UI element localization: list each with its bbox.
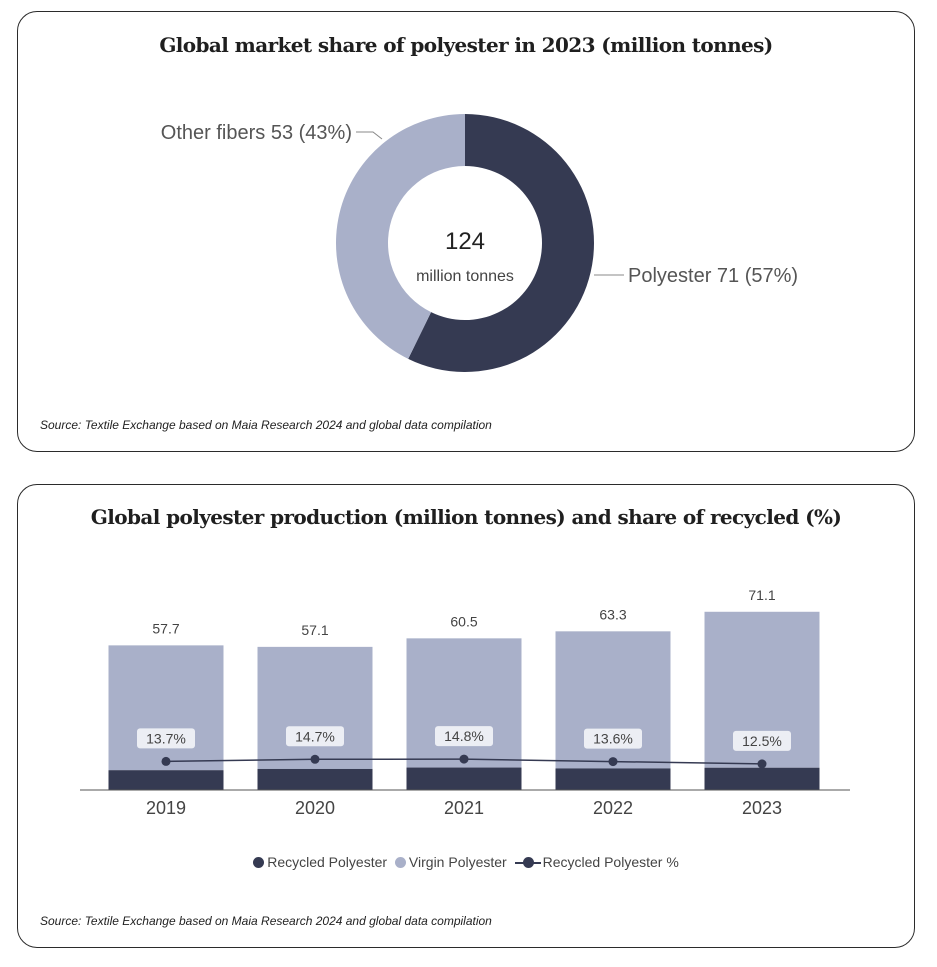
bar-total-label-2019: 57.7 — [152, 620, 179, 636]
recycled-pct-label-bg-2019 — [137, 728, 195, 749]
legend-virgin-swatch — [394, 856, 406, 868]
market-share-panel: Global market share of polyester in 2023… — [17, 11, 915, 452]
bar-recycled-2020 — [257, 768, 373, 790]
bar-recycled-2022 — [555, 768, 671, 790]
recycled-pct-label-2020: 14.7% — [295, 728, 335, 744]
donut-slice-other-fibers — [336, 114, 465, 359]
recycled-pct-label-bg-2023 — [733, 730, 791, 751]
legend-recycled-pct-label: Recycled Polyester % — [542, 854, 679, 870]
recycled-pct-label-bg-2021 — [435, 726, 493, 747]
bar-chart-legend: Recycled Polyester Virgin Polyester Recy… — [18, 854, 914, 871]
recycled-pct-label-2021: 14.8% — [444, 728, 484, 744]
bar-virgin-2020 — [257, 646, 373, 769]
bar-recycled-2021 — [406, 767, 522, 790]
legend-recycled-pct: Recycled Polyester % — [514, 854, 679, 870]
polyester-slice-label: Polyester 71 (57%) — [628, 265, 798, 287]
recycled-pct-label-2022: 13.6% — [593, 731, 633, 747]
legend-recycled-pct-swatch — [514, 856, 541, 868]
recycled-pct-point-2020 — [310, 754, 320, 764]
recycled-pct-label-2023: 12.5% — [742, 733, 782, 749]
bar-chart-title: Global polyester production (million ton… — [90, 505, 842, 529]
recycled-pct-label-bg-2020 — [286, 726, 344, 747]
legend-recycled: Recycled Polyester — [253, 854, 387, 870]
recycled-pct-point-2019 — [161, 756, 171, 766]
donut-center-unit: million tonnes — [416, 268, 514, 285]
bar-chart: 57.7 2019 57.1 2020 60.5 2021 63.3 2022 71.1 2023… — [80, 587, 850, 818]
other-fibers-slice-label: Other fibers 53 (43%) — [161, 122, 352, 144]
bar-total-label-2022: 63.3 — [599, 606, 626, 622]
recycled-pct-point-2022 — [608, 757, 618, 767]
x-tick-2020: 2020 — [295, 798, 335, 818]
donut-source-note: Source: Textile Exchange based on Maia R… — [40, 418, 492, 432]
x-tick-2021: 2021 — [444, 798, 484, 818]
bar-total-label-2021: 60.5 — [450, 613, 477, 629]
legend-virgin-label: Virgin Polyester — [408, 854, 507, 870]
recycled-pct-label-2019: 13.7% — [146, 730, 186, 746]
legend-recycled-label: Recycled Polyester — [267, 854, 388, 870]
donut-slice-polyester — [408, 114, 595, 372]
donut-chart: 124 million tonnes Polyester 71 (57%) Other… — [161, 114, 798, 372]
bar-virgin-2019 — [108, 645, 224, 771]
other-fibers-leader-line — [356, 131, 383, 140]
bar-recycled-2019 — [108, 770, 224, 790]
bar-total-label-2023: 71.1 — [748, 587, 775, 603]
x-tick-2019: 2019 — [146, 798, 186, 818]
legend-virgin: Virgin Polyester — [394, 854, 507, 870]
x-tick-2023: 2023 — [742, 798, 782, 818]
donut-center-value: 124 — [445, 228, 485, 255]
recycled-pct-point-2023 — [757, 759, 767, 769]
bar-recycled-2023 — [704, 767, 820, 790]
production-panel: Global polyester production (million ton… — [17, 484, 915, 948]
bar-virgin-2021 — [406, 638, 522, 768]
recycled-pct-label-bg-2022 — [584, 728, 642, 749]
x-tick-2022: 2022 — [593, 798, 633, 818]
bar-total-label-2020: 57.1 — [301, 622, 328, 638]
recycled-pct-point-2021 — [459, 754, 469, 764]
donut-chart-title: Global market share of polyester in 2023… — [159, 33, 773, 57]
legend-recycled-swatch — [253, 856, 265, 868]
bar-source-note: Source: Textile Exchange based on Maia R… — [40, 914, 492, 928]
